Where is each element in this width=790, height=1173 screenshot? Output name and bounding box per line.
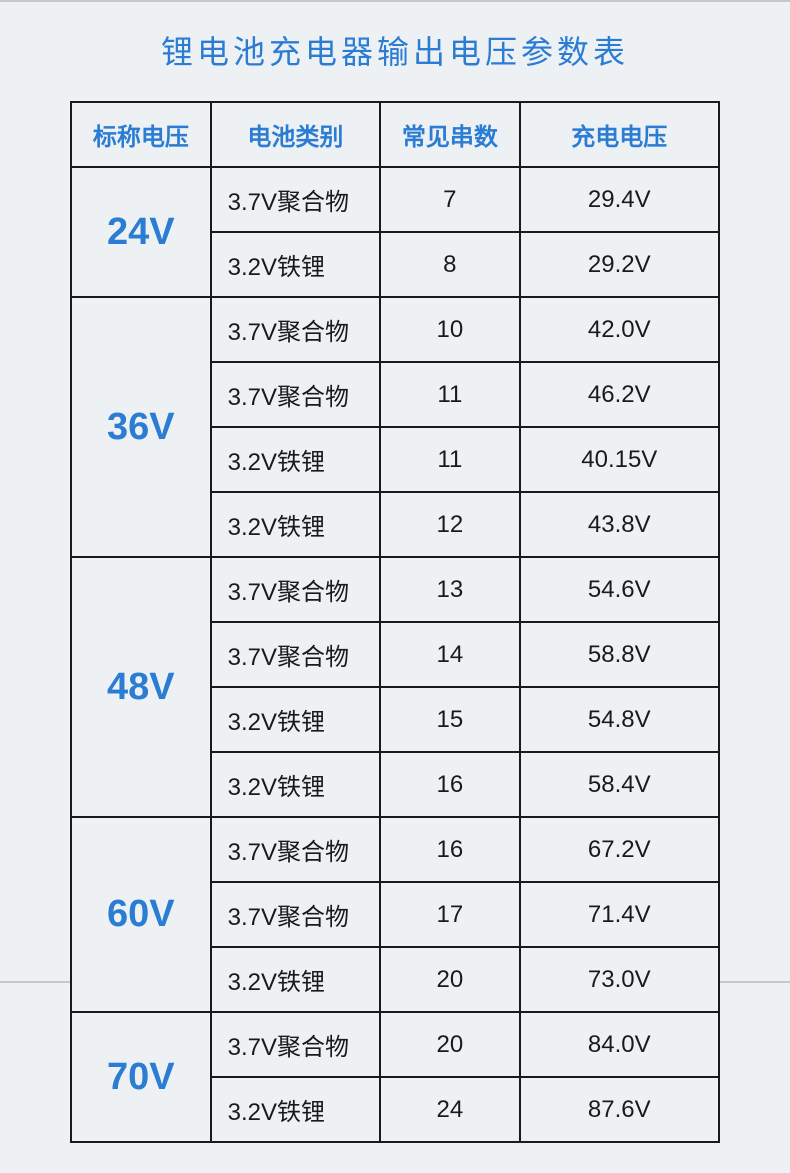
- cell-battery-type: 3.7V聚合物: [211, 297, 380, 362]
- table-row: 36V3.7V聚合物1042.0V: [71, 297, 719, 362]
- cell-battery-type: 3.7V聚合物: [211, 167, 380, 232]
- header-row: 标称电压 电池类别 常见串数 充电电压: [71, 102, 719, 167]
- cell-charge-voltage: 42.0V: [520, 297, 719, 362]
- cell-charge-voltage: 46.2V: [520, 362, 719, 427]
- cell-charge-voltage: 71.4V: [520, 882, 719, 947]
- cell-series-count: 20: [380, 947, 519, 1012]
- col-battery-type: 电池类别: [211, 102, 380, 167]
- cell-nominal-voltage: 36V: [71, 297, 211, 557]
- table-row: 60V3.7V聚合物1667.2V: [71, 817, 719, 882]
- cell-series-count: 16: [380, 817, 519, 882]
- page-container: 锂电池充电器输出电压参数表 标称电压 电池类别 常见串数 充电电压 24V3.7…: [0, 2, 790, 1173]
- cell-series-count: 8: [380, 232, 519, 297]
- col-charge-voltage: 充电电压: [520, 102, 719, 167]
- cell-battery-type: 3.2V铁锂: [211, 752, 380, 817]
- table-row: 70V3.7V聚合物2084.0V: [71, 1012, 719, 1077]
- cell-charge-voltage: 54.8V: [520, 687, 719, 752]
- cell-nominal-voltage: 70V: [71, 1012, 211, 1142]
- col-nominal-voltage: 标称电压: [71, 102, 211, 167]
- cell-series-count: 20: [380, 1012, 519, 1077]
- cell-series-count: 10: [380, 297, 519, 362]
- cell-charge-voltage: 29.2V: [520, 232, 719, 297]
- cell-battery-type: 3.2V铁锂: [211, 1077, 380, 1142]
- col-series-count: 常见串数: [380, 102, 519, 167]
- table-header: 标称电压 电池类别 常见串数 充电电压: [71, 102, 719, 167]
- cell-nominal-voltage: 24V: [71, 167, 211, 297]
- cell-battery-type: 3.2V铁锂: [211, 687, 380, 752]
- table-row: 24V3.7V聚合物729.4V: [71, 167, 719, 232]
- cell-charge-voltage: 87.6V: [520, 1077, 719, 1142]
- cell-battery-type: 3.7V聚合物: [211, 1012, 380, 1077]
- cell-charge-voltage: 29.4V: [520, 167, 719, 232]
- cell-series-count: 11: [380, 362, 519, 427]
- cell-battery-type: 3.7V聚合物: [211, 817, 380, 882]
- table-row: 48V3.7V聚合物1354.6V: [71, 557, 719, 622]
- cell-charge-voltage: 84.0V: [520, 1012, 719, 1077]
- cell-battery-type: 3.2V铁锂: [211, 427, 380, 492]
- cell-series-count: 12: [380, 492, 519, 557]
- cell-battery-type: 3.2V铁锂: [211, 492, 380, 557]
- cell-series-count: 11: [380, 427, 519, 492]
- table-body: 24V3.7V聚合物729.4V3.2V铁锂829.2V36V3.7V聚合物10…: [71, 167, 719, 1142]
- cell-charge-voltage: 43.8V: [520, 492, 719, 557]
- cell-battery-type: 3.2V铁锂: [211, 232, 380, 297]
- cell-series-count: 24: [380, 1077, 519, 1142]
- cell-series-count: 15: [380, 687, 519, 752]
- page-title: 锂电池充电器输出电压参数表: [70, 27, 720, 73]
- cell-series-count: 14: [380, 622, 519, 687]
- cell-charge-voltage: 54.6V: [520, 557, 719, 622]
- cell-series-count: 13: [380, 557, 519, 622]
- cell-series-count: 16: [380, 752, 519, 817]
- cell-charge-voltage: 40.15V: [520, 427, 719, 492]
- cell-charge-voltage: 67.2V: [520, 817, 719, 882]
- cell-battery-type: 3.7V聚合物: [211, 882, 380, 947]
- cell-series-count: 17: [380, 882, 519, 947]
- voltage-table: 标称电压 电池类别 常见串数 充电电压 24V3.7V聚合物729.4V3.2V…: [70, 101, 720, 1143]
- cell-battery-type: 3.2V铁锂: [211, 947, 380, 1012]
- cell-series-count: 7: [380, 167, 519, 232]
- cell-nominal-voltage: 48V: [71, 557, 211, 817]
- cell-battery-type: 3.7V聚合物: [211, 362, 380, 427]
- cell-battery-type: 3.7V聚合物: [211, 622, 380, 687]
- cell-battery-type: 3.7V聚合物: [211, 557, 380, 622]
- cell-charge-voltage: 73.0V: [520, 947, 719, 1012]
- cell-charge-voltage: 58.8V: [520, 622, 719, 687]
- cell-charge-voltage: 58.4V: [520, 752, 719, 817]
